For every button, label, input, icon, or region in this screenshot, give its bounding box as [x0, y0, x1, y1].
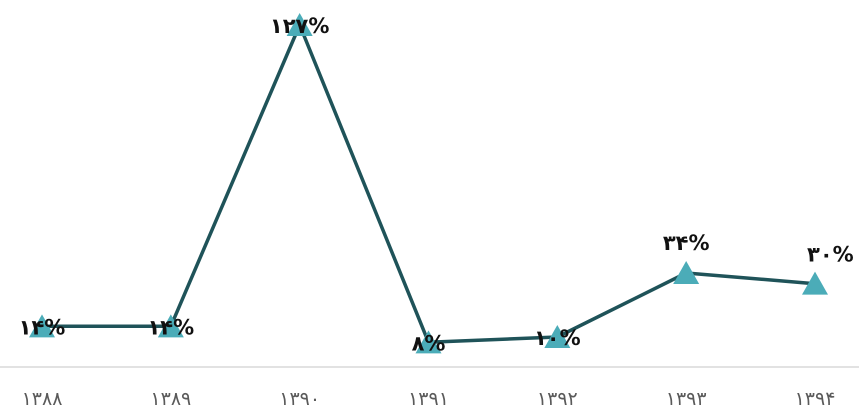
x-tick-label: ۱۳۹۲	[537, 388, 578, 410]
data-point-marker	[286, 13, 313, 36]
series-line	[42, 23, 816, 345]
x-tick-label: ۱۳۸۸	[22, 388, 63, 410]
data-point-marker	[415, 330, 442, 354]
data-point-marker	[29, 314, 55, 338]
data-label: ۱۰%	[534, 326, 581, 350]
data-point-marker	[802, 271, 828, 295]
x-tick-label: ۱۳۹۴	[795, 388, 836, 410]
data-label: ۳۴%	[663, 231, 710, 255]
data-label: ۸%	[412, 331, 446, 355]
x-tick-labels-group: ۱۳۸۸ ۱۳۸۹ ۱۳۹۰ ۱۳۹۱ ۱۳۹۲ ۱۳۹۳ ۱۳۹۴	[22, 388, 836, 410]
data-label: ۱۲۷%	[270, 14, 330, 38]
x-tick-label: ۱۳۸۹	[150, 388, 191, 410]
markers-group	[29, 13, 828, 354]
x-tick-label: ۱۳۹۱	[408, 388, 449, 410]
data-labels-group: ۱۴% ۱۴% ۱۲۷% ۸% ۱۰% ۳۴% ۳۰%	[19, 14, 854, 355]
data-label: ۳۰%	[807, 243, 854, 267]
data-point-marker	[157, 314, 184, 338]
x-tick-label: ۱۳۹۰	[279, 388, 320, 410]
data-point-marker	[544, 325, 571, 348]
x-tick-label: ۱۳۹۳	[666, 388, 707, 410]
data-point-marker	[673, 261, 700, 284]
data-label: ۱۴%	[19, 315, 66, 339]
data-label: ۱۴%	[147, 315, 194, 339]
